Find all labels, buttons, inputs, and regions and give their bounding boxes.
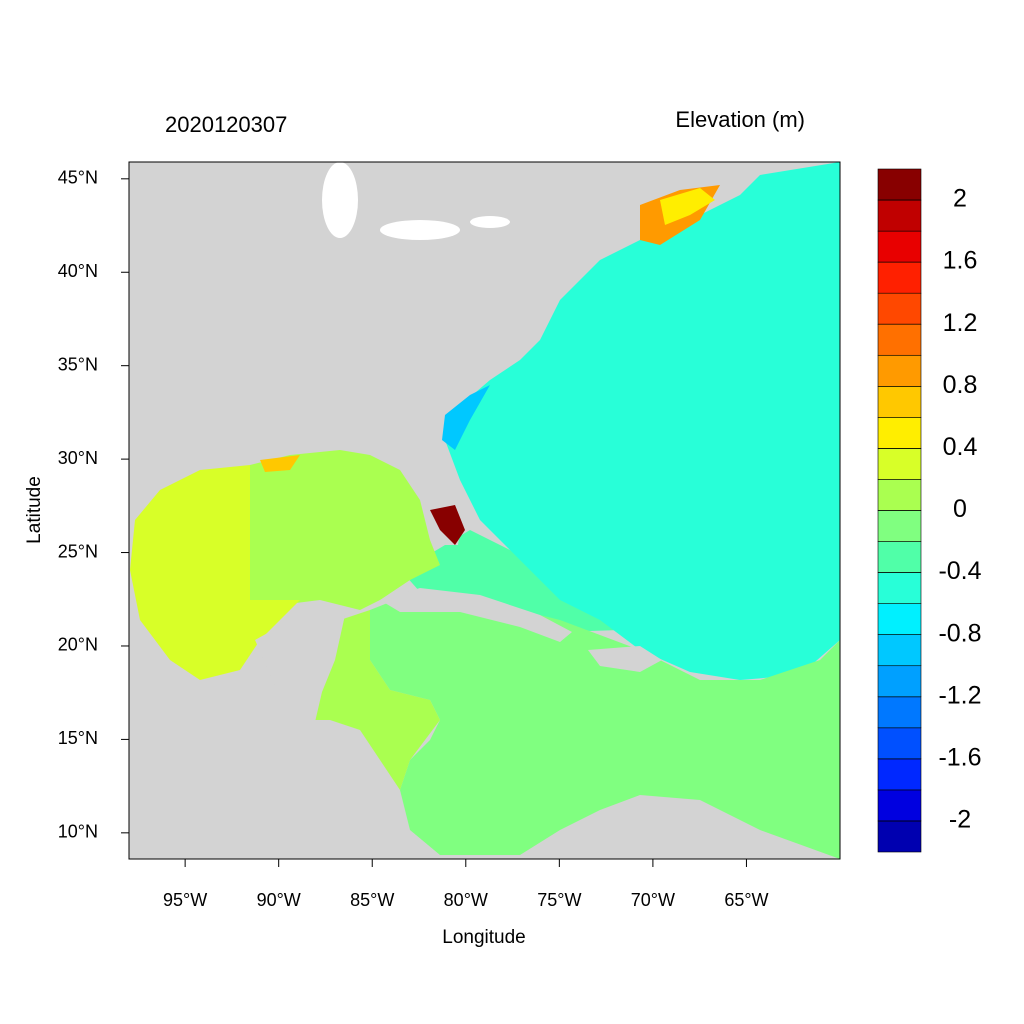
colorbar-tick-label: -0.8 [938,619,981,647]
colorbar-box [877,417,922,449]
colorbar-tick-label: -2 [949,806,971,834]
colorbar-box [877,199,922,232]
y-tick-label: 20°N [58,635,98,655]
colorbar-tick-label: -1.6 [938,743,981,771]
ocean-region [445,162,840,680]
map [128,161,841,860]
colorbar-box [877,354,922,387]
colorbar-box [877,572,922,604]
y-tick-label: 35°N [58,354,98,374]
colorbar-box [877,230,922,263]
colorbar-box [877,541,922,573]
colorbar-tick-label: 0.8 [943,371,978,399]
colorbar-box [877,789,922,822]
y-tick-label: 40°N [58,261,98,281]
x-axis-label: Longitude [442,927,525,948]
map-title: 2020120307 [165,112,287,137]
colorbar-box [877,758,922,791]
colorbar-box [877,727,922,760]
y-tick-label: 30°N [58,448,98,468]
colorbar-tick-label: -1.2 [938,681,981,709]
ocean-region [405,530,620,632]
lake [322,162,358,238]
colorbar-title: Elevation (m) [675,107,805,132]
colorbar-box [877,603,922,635]
colorbar-tick-label: 1.6 [943,247,978,275]
colorbar-box [877,386,922,418]
surge-region [660,188,715,225]
lake [380,220,460,240]
y-tick-label: 25°N [58,541,98,561]
x-tick-label: 75°W [537,890,581,910]
ocean-region [442,385,490,450]
y-tick-label: 45°N [58,168,98,188]
ocean-region [370,590,840,859]
x-tick-label: 70°W [631,890,675,910]
lake [470,216,510,228]
y-axis-label: Latitude [24,476,45,544]
colorbar-box [877,820,922,853]
plot-frame [128,161,841,860]
land [588,646,662,672]
colorbar-box [877,168,922,201]
colorbar-box [877,665,922,698]
colorbar-box [877,634,922,667]
land [380,588,572,642]
x-tick-label: 65°W [724,890,768,910]
x-tick-label: 85°W [350,890,394,910]
y-tick-label: 10°N [58,822,98,842]
colorbar-tick-label: 1.2 [943,309,978,337]
colorbar-box [877,479,922,511]
colorbar-tick-label: 2 [953,185,967,213]
x-tick-label: 80°W [444,890,488,910]
x-tick-label: 95°W [163,890,207,910]
x-tick-label: 90°W [257,890,301,910]
y-tick-label: 15°N [58,728,98,748]
colorbar-box [877,323,922,356]
colorbar-box [877,261,922,294]
colorbar-box [877,448,922,480]
colorbar-tick-label: 0 [953,495,967,523]
ocean-region [315,610,440,790]
surge-region [260,455,300,472]
colorbar-box [877,292,922,325]
colorbar-box [877,510,922,542]
colorbar-box [877,696,922,729]
ocean-region [130,465,300,680]
land [255,615,345,722]
colorbar-tick-label: -0.4 [938,557,981,585]
ocean-region [250,450,440,610]
surge-region [430,505,465,545]
colorbar-tick-label: 0.4 [943,433,978,461]
